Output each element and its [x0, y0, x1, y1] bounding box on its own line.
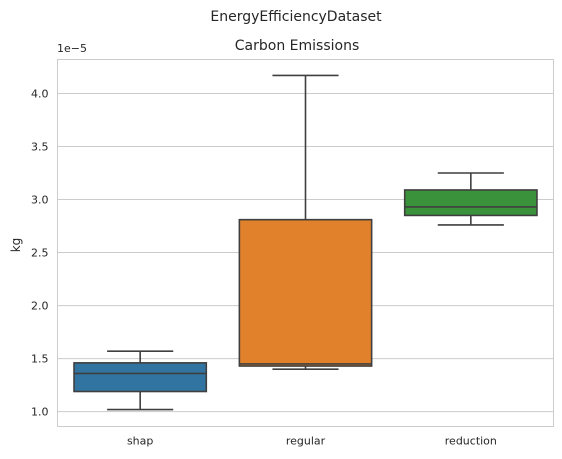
y-tick-labels: 1.0 1.5 2.0 2.5 3.0 3.5 4.0 — [31, 87, 49, 418]
boxes — [74, 75, 537, 409]
y-axis-multiplier: 1e−5 — [57, 42, 87, 55]
y-tick-label: 3.0 — [31, 194, 49, 207]
y-tick-label: 4.0 — [31, 87, 49, 100]
y-tick-label: 3.5 — [31, 140, 49, 153]
y-tick-label: 2.5 — [31, 247, 49, 260]
y-tick-label: 1.5 — [31, 353, 49, 366]
x-tick-label: regular — [286, 435, 326, 448]
box-regular — [239, 75, 371, 369]
x-tick-label: reduction — [445, 435, 497, 448]
chart-suptitle: EnergyEfficiencyDataset — [210, 9, 382, 25]
y-axis-label: kg — [9, 238, 23, 253]
box-reduction — [405, 173, 537, 225]
chart-title: Carbon Emissions — [235, 38, 359, 54]
x-tick-label: shap — [127, 435, 153, 448]
y-tick-label: 2.0 — [31, 300, 49, 313]
box-shap — [74, 351, 206, 409]
x-tick-labels: shap regular reduction — [127, 435, 497, 448]
iqr-box — [239, 220, 371, 366]
y-tick-label: 1.0 — [31, 406, 49, 419]
iqr-box — [74, 363, 206, 392]
iqr-box — [405, 190, 537, 215]
